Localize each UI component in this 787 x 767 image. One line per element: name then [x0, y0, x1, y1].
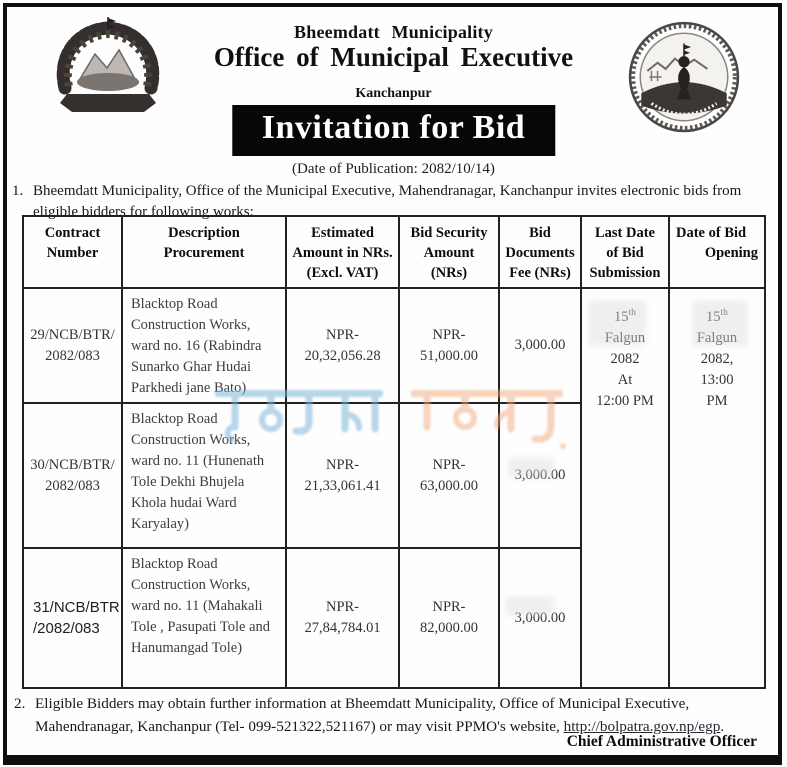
table-row: 31/NCB/BTR /2082/083 Blacktop Road Const… — [22, 547, 765, 689]
submission-day: 15 — [614, 308, 629, 325]
estimated-amount-cell: NPR- 27,84,784.01 — [285, 547, 400, 689]
submission-date-rest: Falgun 2082 At 12:00 PM — [596, 329, 654, 409]
signatory-title: Chief Administrative Officer — [566, 733, 757, 750]
opening-day-suffix: th — [720, 308, 728, 318]
col-header-bid-security: Bid Security Amount (NRs) — [398, 215, 500, 289]
col-header-opening-line1: Date of Bid — [676, 225, 747, 241]
clause-2-line2-text: Mahendranagar, Kanchanpur (Tel- 099-5213… — [35, 718, 564, 735]
clause-2-line2: Mahendranagar, Kanchanpur (Tel- 099-5213… — [35, 715, 724, 738]
contract-number-cell: 30/NCB/BTR/ 2082/083 — [22, 402, 123, 549]
bid-security-cell: NPR- 82,000.00 — [398, 547, 500, 689]
municipality-name: Bheemdatt Municipality — [294, 22, 493, 42]
estimated-amount-cell: NPR- 20,32,056.28 — [285, 287, 400, 404]
col-header-opening-line2: Opening — [704, 245, 758, 261]
nepal-emblem-logo — [50, 16, 166, 123]
estimated-amount-cell: NPR- 21,33,061.41 — [285, 402, 400, 549]
submission-day-suffix: th — [628, 308, 636, 318]
notice-title-text: Invitation for Bid — [261, 109, 526, 146]
notice-title: Invitation for Bid — [231, 105, 556, 156]
description-cell: Blacktop Road Construction Works, ward n… — [121, 547, 287, 689]
contract-number-cell: 31/NCB/BTR /2082/083 — [22, 547, 123, 689]
clause-2-number: 2. — [14, 695, 26, 712]
clause-2-period: . — [720, 718, 725, 735]
col-header-description: Description Procurement — [121, 215, 287, 289]
documents-fee-cell: 3,000.00 — [498, 287, 582, 404]
clause-2-text: Eligible Bidders may obtain further info… — [35, 692, 724, 738]
bid-security-cell: NPR- 51,000.00 — [398, 287, 500, 404]
bid-table: Contract Number Description Procurement … — [22, 215, 766, 689]
documents-fee-cell: 3,000.00 — [498, 402, 582, 549]
documents-fee-cell: 3,000.00 — [498, 547, 582, 689]
col-header-bid-documents-fee: Bid Documents Fee (NRs) — [498, 215, 582, 289]
bid-security-cell: NPR- 63,000.00 — [398, 402, 500, 549]
opening-day: 15 — [706, 308, 721, 325]
ppmo-website-link[interactable]: http://bolpatra.gov.np/egp — [563, 718, 721, 735]
description-cell: Blacktop Road Construction Works, ward n… — [121, 402, 287, 549]
description-cell: Blacktop Road Construction Works, ward n… — [121, 287, 287, 404]
col-header-estimated-amount: Estimated Amount in NRs. (Excl. VAT) — [285, 215, 400, 289]
clause-2: 2. Eligible Bidders may obtain further i… — [14, 692, 774, 738]
submission-date-cell: 15th Falgun 2082 At 12:00 PM — [580, 287, 670, 689]
district-name: Kanchanpur — [355, 86, 432, 101]
publication-date: (Date of Publication: 2082/10/14) — [292, 161, 495, 177]
table-header-row: Contract Number Description Procurement … — [22, 215, 766, 289]
col-header-date-of-opening: Date of Bid Opening — [668, 215, 766, 289]
opening-date-cell: 15th Falgun 2082, 13:00 PM — [668, 287, 766, 689]
clause-1-text: Bheemdatt Municipality, Office of the Mu… — [33, 183, 742, 220]
clause-2-line1: Eligible Bidders may obtain further info… — [35, 695, 690, 712]
table-row: 29/NCB/BTR/ 2082/083 Blacktop Road Const… — [22, 287, 766, 689]
office-name: Office of Municipal Executive — [213, 42, 574, 72]
clause-1: 1. Bheemdatt Municipality, Office of the… — [12, 181, 774, 222]
col-header-contract-number: Contract Number — [22, 215, 123, 289]
municipality-seal-logo — [627, 18, 741, 140]
col-header-last-date-submission: Last Date of Bid Submission — [580, 215, 670, 289]
opening-date-rest: Falgun 2082, 13:00 PM — [696, 329, 738, 409]
clause-1-number: 1. — [12, 183, 24, 199]
contract-number-cell: 29/NCB/BTR/ 2082/083 — [22, 287, 123, 404]
